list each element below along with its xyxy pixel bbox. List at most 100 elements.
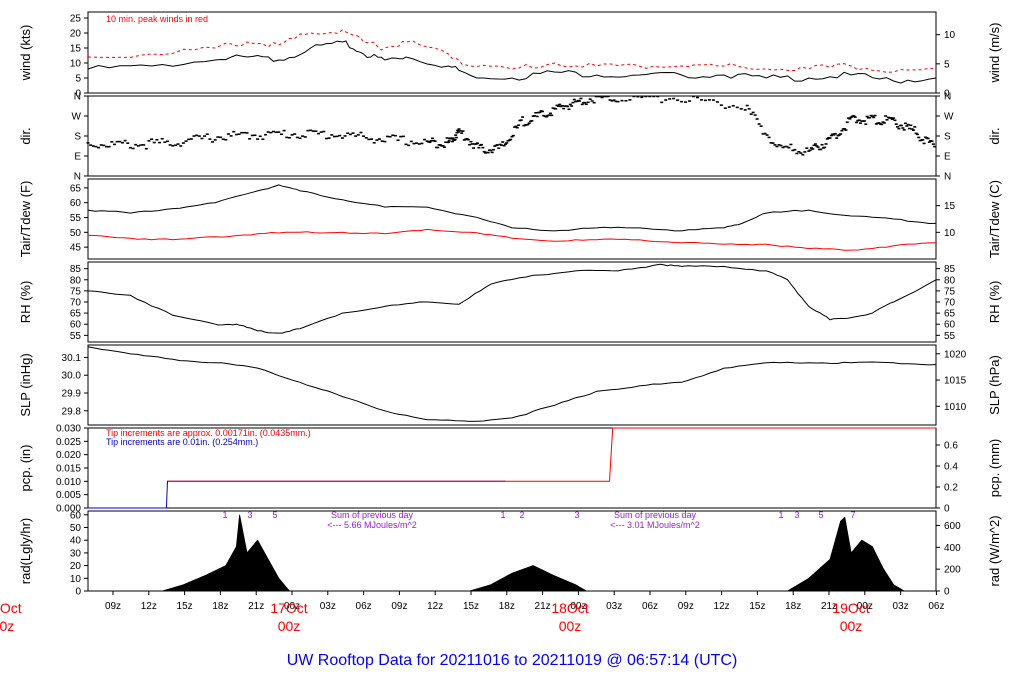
right-tick-label: N xyxy=(944,172,951,183)
left-tick-label: 70 xyxy=(70,298,82,309)
x-tick-label: 06z xyxy=(642,601,658,612)
left-tick-label: S xyxy=(74,132,81,143)
left-tick-label: 40 xyxy=(70,536,82,547)
right-tick-label: N xyxy=(944,92,951,103)
series-peak xyxy=(87,29,937,73)
rad-marker: 2 xyxy=(519,510,524,520)
right-tick-label: 5 xyxy=(944,59,950,70)
x-tick-label: 06z xyxy=(356,601,372,612)
y-axis-title-right: Tair/Tdew (C) xyxy=(987,180,1002,258)
x-tick-label: 12z xyxy=(427,601,443,612)
left-tick-label: 25 xyxy=(70,14,82,25)
panel-frame xyxy=(87,344,937,426)
right-tick-label: 0 xyxy=(944,504,950,515)
day-label-date: 17Oct xyxy=(270,600,307,616)
left-tick-label: 10 xyxy=(70,59,82,70)
left-tick-label: 55 xyxy=(70,213,82,224)
rad-marker: 3 xyxy=(574,510,579,520)
right-tick-label: 85 xyxy=(944,264,956,275)
left-tick-label: 30 xyxy=(70,548,82,559)
y-axis-title-right: rad (W/m^2) xyxy=(987,515,1002,586)
right-tick-label: 60 xyxy=(944,320,956,331)
right-tick-label: 1020 xyxy=(944,349,967,360)
x-tick-label: 15z xyxy=(749,601,765,612)
rad-sum-value: <--- 3.01 MJoules/m^2 xyxy=(610,520,700,530)
x-tick-label: 15z xyxy=(463,601,479,612)
right-tick-label: 0.2 xyxy=(944,483,958,494)
series-Tdew xyxy=(87,228,937,251)
panel-slp: 29.8 29.9 30.0 30.1 1010 1015 1020 SLP (inHg) SL… xyxy=(18,344,1002,426)
rad-marker: 1 xyxy=(222,510,227,520)
x-tick-label: 18z xyxy=(785,601,801,612)
left-tick-label: N xyxy=(74,92,81,103)
x-tick-label: 00z xyxy=(857,601,873,612)
series-direction xyxy=(86,95,937,156)
tip-note-exact: Tip increments are 0.01in. (0.254mm.) xyxy=(106,437,258,447)
left-tick-label: 0.020 xyxy=(56,450,81,461)
panel-frame xyxy=(87,11,937,94)
y-axis-title-right: wind (m/s) xyxy=(987,23,1002,84)
left-tick-label: 75 xyxy=(70,286,82,297)
right-tick-label: E xyxy=(944,152,951,163)
day-label-date: 16Oct xyxy=(0,600,22,616)
left-tick-label: 60 xyxy=(70,320,82,331)
y-axis-title-right: dir. xyxy=(987,127,1002,144)
left-tick-label: 30.1 xyxy=(62,353,82,364)
series-RH xyxy=(87,263,937,334)
day-label-date: 18Oct xyxy=(551,600,588,616)
left-tick-label: 10 xyxy=(70,574,82,585)
rad-marker: 3 xyxy=(247,510,252,520)
y-axis-title-left: pcp. (in) xyxy=(18,445,33,492)
series-Tair xyxy=(87,184,937,232)
right-tick-label: 70 xyxy=(944,298,956,309)
y-axis-title-left: rad(Lgly/hr) xyxy=(18,518,33,584)
left-tick-label: 65 xyxy=(70,183,82,194)
panel-pcp: 0.000 0.005 0.010 0.015 0.020 0.025 0.030 0 0.2 0… xyxy=(18,424,1002,515)
left-tick-label: 0.030 xyxy=(56,424,81,435)
x-tick-label: 03z xyxy=(320,601,336,612)
left-tick-label: 0.005 xyxy=(56,490,81,501)
rad-marker: 5 xyxy=(818,510,823,520)
day-label-time: 00z xyxy=(559,618,582,634)
left-tick-label: 15 xyxy=(70,44,82,55)
x-tick-label: 09z xyxy=(391,601,407,612)
right-tick-label: W xyxy=(944,112,954,123)
left-tick-label: 0.015 xyxy=(56,464,81,475)
right-tick-label: 600 xyxy=(944,521,961,532)
x-tick-label: 00z xyxy=(284,601,300,612)
y-axis-title-left: wind (kts) xyxy=(18,25,33,82)
right-tick-label: 0 xyxy=(944,89,950,100)
rad-sum-value: <--- 5.66 MJoules/m^2 xyxy=(327,520,417,530)
x-tick-label: 21z xyxy=(821,601,837,612)
series-wind xyxy=(87,40,937,84)
right-tick-label: 0.6 xyxy=(944,441,958,452)
rad-sum-label: Sum of previous day xyxy=(331,510,414,520)
left-tick-label: 60 xyxy=(70,198,82,209)
right-tick-label: 1015 xyxy=(944,376,967,387)
left-tick-label: 0 xyxy=(75,89,81,100)
series-tipping bucket approx xyxy=(167,427,936,482)
rad-sum-label: Sum of previous day xyxy=(614,510,697,520)
y-axis-title-left: Tair/Tdew (F) xyxy=(18,181,33,258)
tip-note-approx: Tip increments are approx. 0.00171in. (0… xyxy=(106,428,311,438)
left-tick-label: 50 xyxy=(70,228,82,239)
left-tick-label: E xyxy=(74,152,81,163)
x-tick-label: 12z xyxy=(714,601,730,612)
x-tick-label: 18z xyxy=(499,601,515,612)
rad-marker: 1 xyxy=(500,510,505,520)
right-tick-label: 65 xyxy=(944,309,956,320)
day-label-date: 19Oct xyxy=(832,600,869,616)
x-tick-label: 03z xyxy=(893,601,909,612)
y-axis-title-right: SLP (hPa) xyxy=(987,355,1002,415)
y-axis-title-left: SLP (inHg) xyxy=(18,353,33,416)
right-tick-label: 1010 xyxy=(944,402,967,413)
right-tick-label: 0 xyxy=(944,587,950,598)
peak-winds-note: 10 min. peak winds in red xyxy=(106,14,208,24)
y-axis-title-left: RH (%) xyxy=(18,281,33,324)
x-tick-label: 06z xyxy=(928,601,944,612)
panel-temp: 45 50 55 60 65 10 15 Tair/Tdew (F) Tair/Tdew (C) xyxy=(18,178,1002,260)
